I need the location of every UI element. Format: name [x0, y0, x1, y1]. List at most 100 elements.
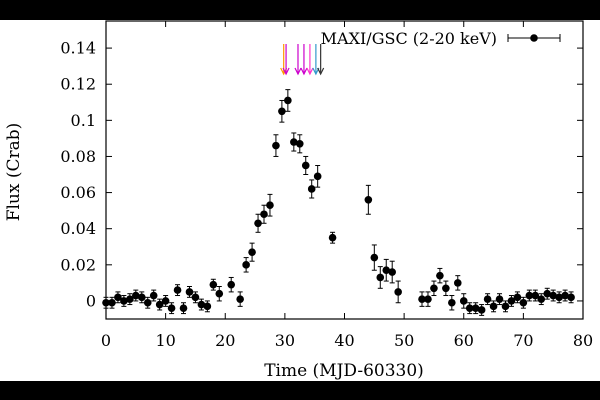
- data-point: [236, 295, 244, 303]
- y-tick-label: 0.1: [71, 111, 96, 130]
- legend-marker: [530, 34, 538, 42]
- data-point: [215, 289, 224, 298]
- data-point: [191, 293, 200, 302]
- data-point: [197, 300, 206, 309]
- y-tick-label: 0.02: [60, 255, 96, 274]
- data-point: [376, 273, 385, 282]
- data-point: [108, 298, 116, 307]
- data-point: [436, 271, 444, 280]
- axis-ticks: [105, 21, 584, 319]
- data-point: [295, 140, 304, 148]
- data-point: [307, 185, 316, 193]
- data-point: [120, 297, 128, 305]
- data-point: [364, 196, 373, 204]
- data-point: [388, 268, 397, 276]
- y-tick-label: 0.12: [60, 75, 96, 94]
- data-point: [161, 297, 170, 305]
- data-point: [418, 295, 426, 303]
- x-tick-label: 40: [334, 331, 354, 350]
- data-point: [519, 298, 528, 307]
- data-point: [114, 293, 122, 302]
- data-point: [489, 302, 498, 311]
- data-point: [424, 295, 432, 303]
- data-point: [313, 172, 322, 181]
- data-point: [242, 261, 250, 269]
- data-point: [394, 288, 402, 296]
- x-tick-label: 80: [573, 331, 593, 350]
- data-point: [254, 219, 262, 228]
- data-point: [209, 280, 218, 289]
- y-tick-labels: 0 0.02 0.04 0.06 0.08 0.1 0.12 0.14: [60, 39, 96, 311]
- y-tick-label: 0.04: [60, 219, 96, 238]
- event-arrow-head: [306, 67, 314, 76]
- data-point: [149, 291, 158, 300]
- x-tick-label: 0: [101, 331, 111, 350]
- y-tick-label: 0.08: [60, 147, 96, 166]
- legend-label: MAXI/GSC (2-20 keV): [321, 29, 497, 48]
- data-point: [442, 284, 450, 293]
- event-arrow-head: [317, 67, 325, 76]
- data-point: [448, 298, 456, 307]
- data-point: [137, 293, 146, 302]
- data-point: [179, 304, 188, 312]
- data-point: [248, 248, 256, 256]
- data-point: [525, 291, 534, 300]
- data-points: [102, 89, 575, 316]
- x-tick-labels: 0 10 20 30 40 50 60 70 80: [101, 331, 593, 350]
- y-tick-label: 0.06: [60, 183, 96, 202]
- bottom-black-bar: [0, 381, 600, 400]
- x-tick-label: 10: [155, 331, 175, 350]
- x-tick-label: 70: [513, 331, 533, 350]
- data-point: [227, 280, 236, 289]
- data-point: [549, 291, 557, 300]
- data-point: [561, 291, 569, 300]
- y-axis-label: Flux (Crab): [4, 123, 24, 222]
- data-point: [459, 297, 468, 305]
- data-point: [102, 298, 110, 307]
- data-point: [471, 304, 480, 312]
- data-point: [272, 141, 280, 150]
- data-point: [370, 253, 379, 262]
- data-point: [278, 107, 286, 116]
- x-tick-label: 50: [394, 331, 414, 350]
- event-arrow-head: [312, 67, 320, 76]
- x-tick-label: 20: [215, 331, 235, 350]
- data-point: [132, 291, 140, 300]
- data-point: [143, 298, 152, 307]
- event-arrow-head: [294, 67, 302, 76]
- data-point: [155, 300, 164, 309]
- data-point: [266, 201, 274, 210]
- top-black-bar: [0, 0, 600, 20]
- data-point: [126, 295, 134, 303]
- data-point: [507, 297, 516, 305]
- data-point: [185, 288, 194, 296]
- data-point: [301, 161, 310, 170]
- data-point: [203, 302, 212, 311]
- plot-frame: [105, 20, 584, 320]
- data-point: [537, 295, 546, 303]
- data-point: [501, 302, 510, 311]
- event-arrow-head: [300, 67, 308, 76]
- data-point: [430, 284, 438, 293]
- event-arrows: [280, 44, 325, 76]
- event-arrow-head: [282, 67, 290, 76]
- data-point: [567, 293, 575, 302]
- data-point: [173, 286, 182, 294]
- y-tick-label: 0: [86, 291, 96, 310]
- data-point: [465, 304, 474, 312]
- data-point: [290, 138, 298, 146]
- data-point: [328, 233, 337, 242]
- y-tick-label: 0.14: [60, 39, 96, 58]
- data-point: [167, 304, 176, 312]
- data-point: [382, 266, 391, 275]
- data-point: [483, 295, 492, 303]
- x-tick-label: 30: [275, 331, 295, 350]
- data-point: [453, 279, 462, 287]
- data-point: [513, 293, 522, 302]
- data-point: [495, 295, 504, 303]
- x-tick-label: 60: [454, 331, 474, 350]
- data-point: [531, 291, 540, 300]
- data-point: [477, 306, 486, 314]
